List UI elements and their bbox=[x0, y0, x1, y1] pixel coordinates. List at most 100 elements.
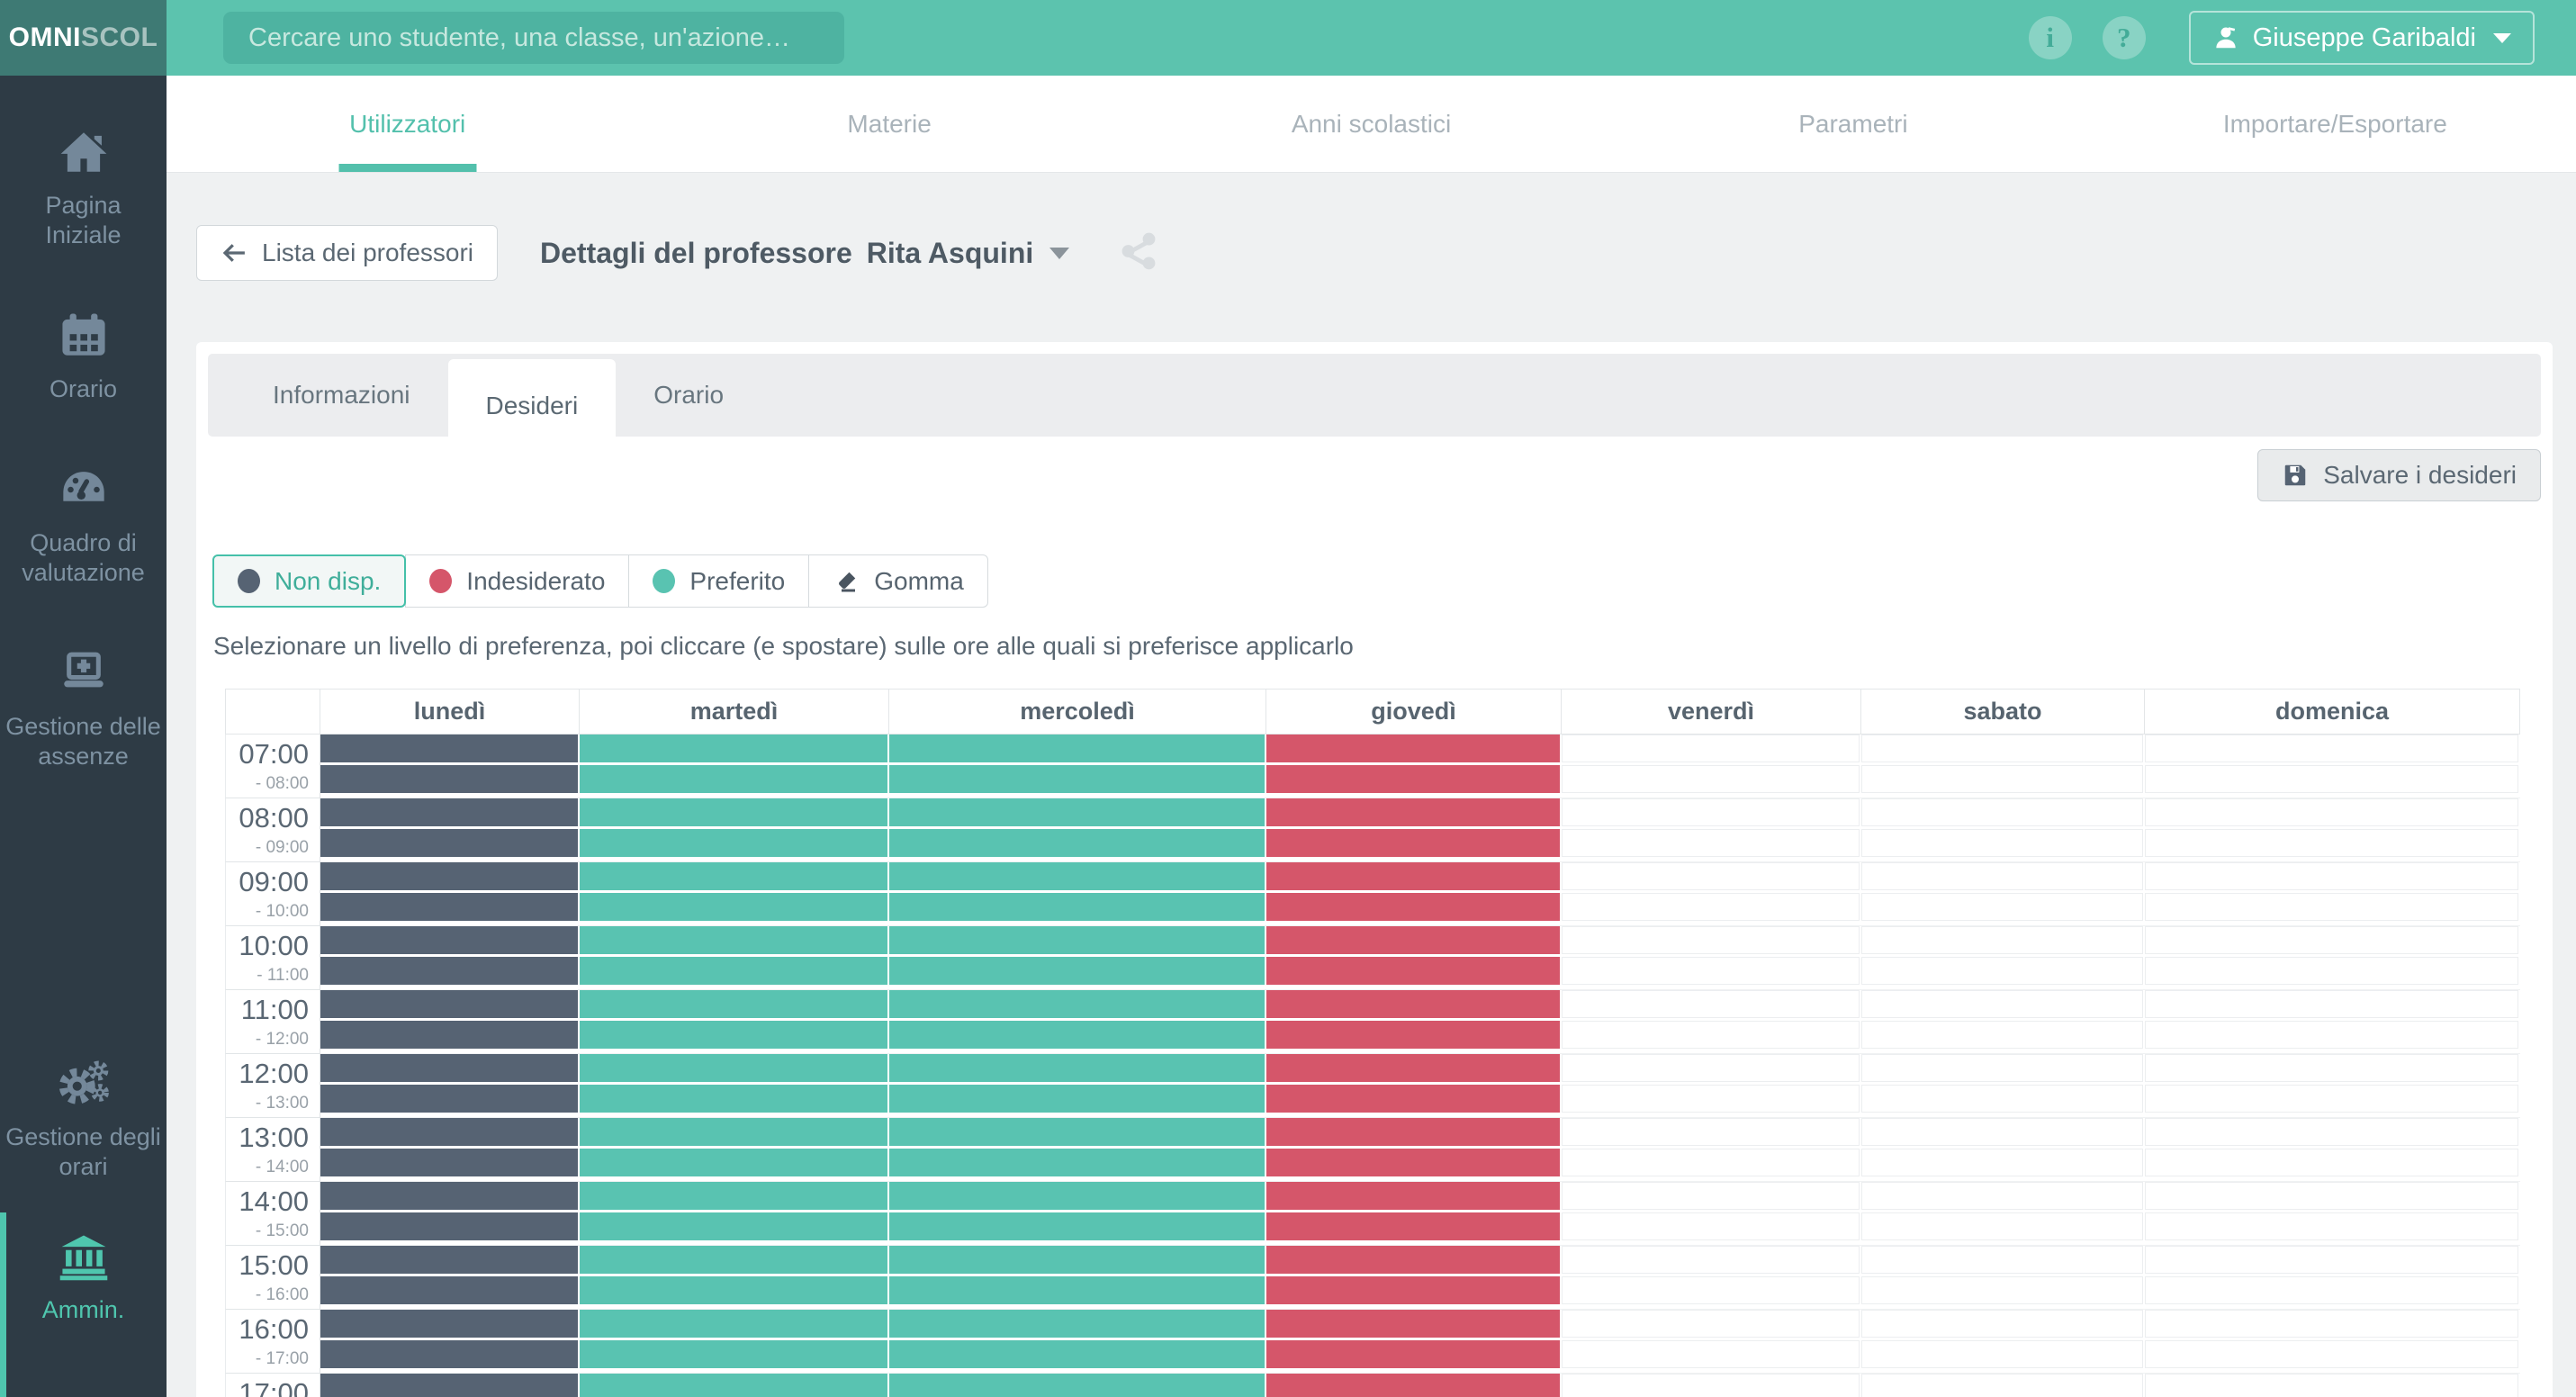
slot-cell[interactable] bbox=[889, 1118, 1266, 1182]
slot-half[interactable] bbox=[889, 829, 1265, 857]
slot-half[interactable] bbox=[320, 1085, 578, 1113]
slot-half[interactable] bbox=[580, 1182, 887, 1210]
slot-cell[interactable] bbox=[1266, 1118, 1562, 1182]
legend-non-disp-button[interactable]: Non disp. bbox=[212, 554, 407, 608]
slot-half[interactable] bbox=[1861, 1340, 2143, 1368]
slot-cell[interactable] bbox=[580, 926, 889, 990]
slot-half[interactable] bbox=[889, 735, 1265, 762]
save-wishes-button[interactable]: Salvare i desideri bbox=[2257, 449, 2541, 501]
slot-half[interactable] bbox=[889, 1212, 1265, 1240]
slot-half[interactable] bbox=[1266, 1149, 1560, 1176]
slot-half[interactable] bbox=[889, 1021, 1265, 1049]
slot-half[interactable] bbox=[1861, 1085, 2143, 1113]
sidebar-item-quadro-di-valutazione[interactable]: Quadro di valutazione bbox=[0, 446, 167, 606]
slot-half[interactable] bbox=[1266, 1212, 1560, 1240]
slot-half[interactable] bbox=[2145, 1212, 2518, 1240]
slot-half[interactable] bbox=[1562, 1276, 1860, 1304]
slot-cell[interactable] bbox=[889, 1310, 1266, 1374]
slot-cell[interactable] bbox=[1562, 1310, 1861, 1374]
slot-half[interactable] bbox=[320, 893, 578, 921]
slot-cell[interactable] bbox=[320, 1054, 580, 1118]
slot-half[interactable] bbox=[2145, 990, 2518, 1018]
slot-half[interactable] bbox=[2145, 862, 2518, 890]
slot-half[interactable] bbox=[1861, 1021, 2143, 1049]
slot-half[interactable] bbox=[2145, 926, 2518, 954]
slot-half[interactable] bbox=[320, 735, 578, 762]
slot-half[interactable] bbox=[580, 926, 887, 954]
slot-cell[interactable] bbox=[320, 862, 580, 926]
slot-half[interactable] bbox=[1861, 1054, 2143, 1082]
slot-half[interactable] bbox=[580, 765, 887, 793]
slot-half[interactable] bbox=[1266, 926, 1560, 954]
slot-cell[interactable] bbox=[889, 1054, 1266, 1118]
slot-cell[interactable] bbox=[580, 990, 889, 1054]
slot-cell[interactable] bbox=[2145, 1246, 2520, 1310]
slot-half[interactable] bbox=[1266, 1246, 1560, 1274]
slot-cell[interactable] bbox=[1861, 735, 2145, 798]
tab-parametri[interactable]: Parametri bbox=[1798, 109, 1908, 138]
slot-cell[interactable] bbox=[320, 1118, 580, 1182]
slot-cell[interactable] bbox=[1266, 735, 1562, 798]
slot-cell[interactable] bbox=[889, 926, 1266, 990]
search-input[interactable] bbox=[223, 12, 844, 64]
tab-orario[interactable]: Orario bbox=[653, 381, 725, 409]
teacher-dropdown-caret-icon[interactable] bbox=[1049, 247, 1070, 259]
sidebar-item-ammin[interactable]: Ammin. bbox=[0, 1212, 167, 1397]
slot-half[interactable] bbox=[580, 1054, 887, 1082]
slot-cell[interactable] bbox=[580, 1246, 889, 1310]
slot-half[interactable] bbox=[1861, 957, 2143, 985]
slot-cell[interactable] bbox=[889, 1182, 1266, 1246]
slot-half[interactable] bbox=[1562, 1085, 1860, 1113]
sidebar-item-pagina-iniziale[interactable]: Pagina Iniziale bbox=[0, 108, 167, 268]
slot-half[interactable] bbox=[1861, 798, 2143, 826]
slot-half[interactable] bbox=[580, 1085, 887, 1113]
slot-half[interactable] bbox=[1562, 765, 1860, 793]
slot-half[interactable] bbox=[2145, 735, 2518, 762]
slot-cell[interactable] bbox=[889, 798, 1266, 862]
slot-half[interactable] bbox=[1861, 862, 2143, 890]
slot-cell[interactable] bbox=[320, 1310, 580, 1374]
slot-half[interactable] bbox=[580, 1374, 887, 1397]
slot-cell[interactable] bbox=[1562, 1118, 1861, 1182]
slot-cell[interactable] bbox=[580, 798, 889, 862]
slot-half[interactable] bbox=[1562, 798, 1860, 826]
user-menu-button[interactable]: Giuseppe Garibaldi bbox=[2188, 11, 2535, 65]
slot-half[interactable] bbox=[580, 829, 887, 857]
slot-cell[interactable] bbox=[1861, 862, 2145, 926]
slot-half[interactable] bbox=[1861, 735, 2143, 762]
back-to-list-button[interactable]: Lista dei professori bbox=[196, 225, 499, 281]
slot-half[interactable] bbox=[889, 862, 1265, 890]
slot-half[interactable] bbox=[889, 957, 1265, 985]
slot-half[interactable] bbox=[1266, 1085, 1560, 1113]
slot-cell[interactable] bbox=[889, 862, 1266, 926]
slot-half[interactable] bbox=[1861, 893, 2143, 921]
slot-half[interactable] bbox=[1861, 1212, 2143, 1240]
slot-half[interactable] bbox=[1266, 1182, 1560, 1210]
slot-cell[interactable] bbox=[320, 926, 580, 990]
slot-half[interactable] bbox=[580, 1212, 887, 1240]
tab-materie[interactable]: Materie bbox=[847, 109, 932, 138]
slot-half[interactable] bbox=[580, 798, 887, 826]
slot-half[interactable] bbox=[889, 1118, 1265, 1146]
slot-half[interactable] bbox=[2145, 1276, 2518, 1304]
slot-cell[interactable] bbox=[580, 735, 889, 798]
slot-half[interactable] bbox=[1562, 829, 1860, 857]
slot-half[interactable] bbox=[889, 1340, 1265, 1368]
slot-half[interactable] bbox=[580, 1276, 887, 1304]
slot-half[interactable] bbox=[320, 862, 578, 890]
slot-half[interactable] bbox=[1266, 735, 1560, 762]
slot-cell[interactable] bbox=[320, 1246, 580, 1310]
tab-desideri[interactable]: Desideri bbox=[447, 359, 617, 453]
slot-half[interactable] bbox=[1861, 926, 2143, 954]
slot-half[interactable] bbox=[2145, 1085, 2518, 1113]
slot-half[interactable] bbox=[1861, 1276, 2143, 1304]
slot-half[interactable] bbox=[1562, 735, 1860, 762]
slot-cell[interactable] bbox=[2145, 926, 2520, 990]
slot-cell[interactable] bbox=[320, 798, 580, 862]
slot-cell[interactable] bbox=[1861, 990, 2145, 1054]
slot-half[interactable] bbox=[889, 1182, 1265, 1210]
slot-half[interactable] bbox=[1266, 1021, 1560, 1049]
slot-cell[interactable] bbox=[889, 1374, 1266, 1397]
slot-half[interactable] bbox=[320, 829, 578, 857]
slot-half[interactable] bbox=[1562, 862, 1860, 890]
